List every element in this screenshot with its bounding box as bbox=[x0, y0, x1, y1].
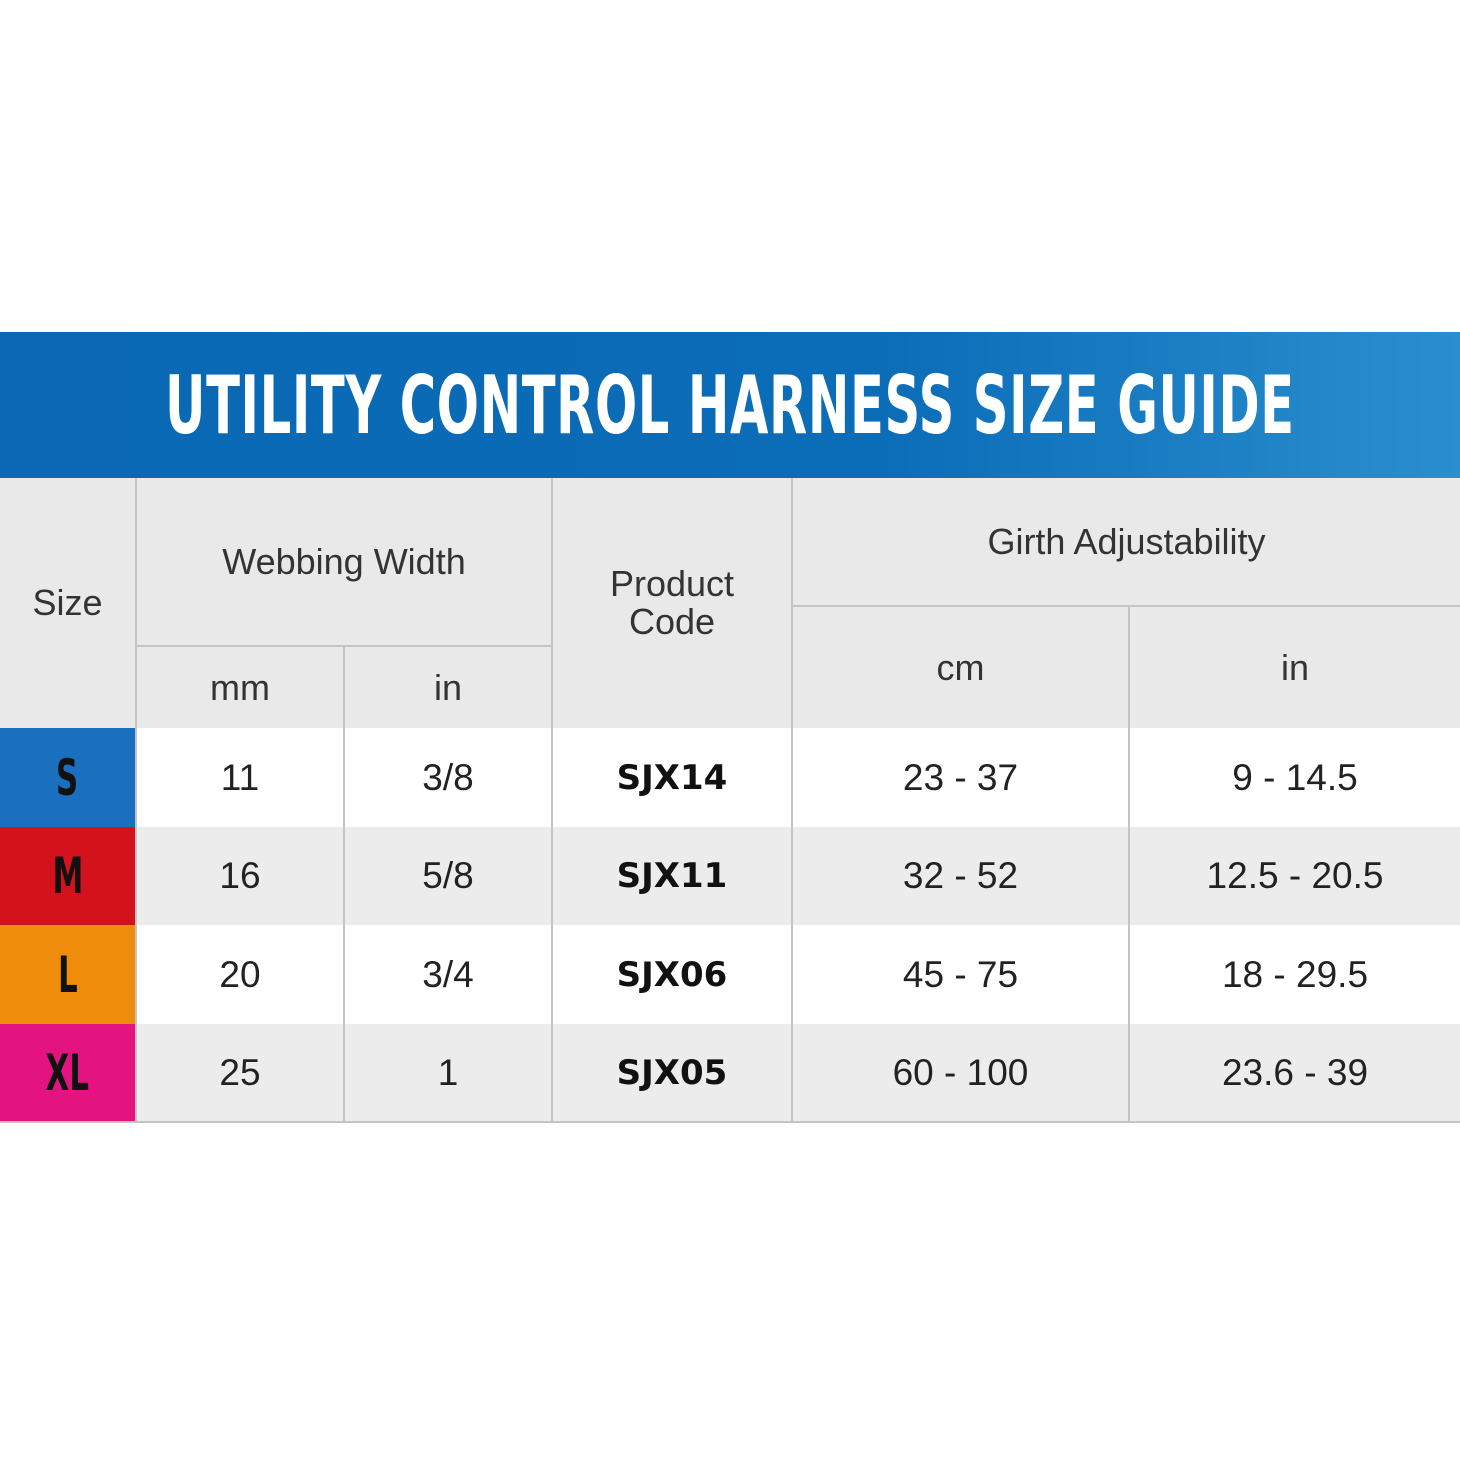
cell-girth-in: 23.6 - 39 bbox=[1128, 1024, 1460, 1122]
cell-mm: 16 bbox=[135, 827, 343, 925]
size-label: S bbox=[56, 748, 79, 807]
size-badge-xl: XL bbox=[0, 1024, 135, 1122]
cell-cm: 23 - 37 bbox=[791, 728, 1128, 827]
cell-cm: 60 - 100 bbox=[791, 1024, 1128, 1122]
cell-code: SJX14 bbox=[551, 728, 791, 827]
page-title: UTILITY CONTROL HARNESS SIZE GUIDE bbox=[165, 358, 1295, 452]
header-size: Size bbox=[0, 478, 135, 728]
size-label: XL bbox=[45, 1044, 90, 1102]
size-badge-s: S bbox=[0, 728, 135, 827]
header-girth-cm: cm bbox=[791, 605, 1128, 728]
header-webbing-mm: mm bbox=[135, 645, 343, 728]
cell-in: 5/8 bbox=[343, 827, 551, 925]
size-badge-l: L bbox=[0, 925, 135, 1024]
cell-code: SJX11 bbox=[551, 827, 791, 925]
title-banner: UTILITY CONTROL HARNESS SIZE GUIDE bbox=[0, 332, 1460, 478]
cell-code: SJX05 bbox=[551, 1024, 791, 1122]
header-webbing-width: Webbing Width bbox=[135, 478, 551, 645]
header-girth-in: in bbox=[1128, 605, 1460, 728]
cell-girth-in: 9 - 14.5 bbox=[1128, 728, 1460, 827]
cell-cm: 45 - 75 bbox=[791, 925, 1128, 1024]
size-badge-m: M bbox=[0, 827, 135, 925]
cell-mm: 11 bbox=[135, 728, 343, 827]
cell-in: 3/4 bbox=[343, 925, 551, 1024]
table-bottom-border bbox=[0, 1121, 1460, 1123]
cell-girth-in: 18 - 29.5 bbox=[1128, 925, 1460, 1024]
cell-cm: 32 - 52 bbox=[791, 827, 1128, 925]
header-product-code: Product Code bbox=[551, 478, 791, 728]
cell-in: 1 bbox=[343, 1024, 551, 1122]
cell-girth-in: 12.5 - 20.5 bbox=[1128, 827, 1460, 925]
cell-mm: 20 bbox=[135, 925, 343, 1024]
size-label: L bbox=[57, 945, 78, 1004]
size-label: M bbox=[52, 847, 83, 905]
header-webbing-in: in bbox=[343, 645, 551, 728]
cell-code: SJX06 bbox=[551, 925, 791, 1024]
cell-in: 3/8 bbox=[343, 728, 551, 827]
cell-mm: 25 bbox=[135, 1024, 343, 1122]
header-girth: Girth Adjustability bbox=[791, 478, 1460, 605]
